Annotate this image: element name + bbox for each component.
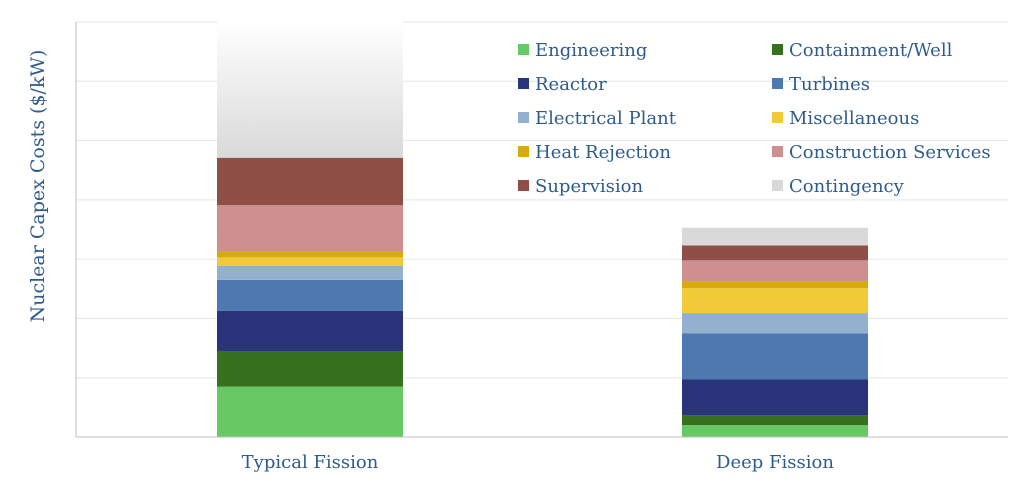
bar-segment <box>682 379 868 416</box>
y-axis-label: Nuclear Capex Costs ($/kW) <box>27 50 49 323</box>
legend-label: Electrical Plant <box>535 108 677 129</box>
bar-segment <box>217 257 403 266</box>
legend-swatch <box>518 44 529 55</box>
bar-segment <box>217 265 403 280</box>
legend-label: Containment/Well <box>789 40 953 61</box>
bar-segment <box>217 205 403 252</box>
x-tick-labels: Typical Fission Deep Fission <box>242 452 835 473</box>
bars <box>217 21 868 437</box>
legend-swatch <box>518 78 529 89</box>
legend-swatch <box>772 78 783 89</box>
bar-segment <box>682 415 868 426</box>
bar-segment <box>217 157 403 206</box>
legend-swatch <box>518 180 529 191</box>
bar-segment <box>682 333 868 380</box>
x-tick-label: Typical Fission <box>242 452 379 473</box>
legend-swatch <box>518 112 529 123</box>
legend-label: Supervision <box>535 176 643 197</box>
bar-segment <box>217 279 403 311</box>
legend: Engineering Containment/Well Reactor Turbin… <box>518 40 991 197</box>
bar-segment <box>682 260 868 282</box>
bar-segment <box>217 351 403 387</box>
bar-segment <box>682 281 868 289</box>
bar-segment <box>217 21 403 158</box>
bar-segment <box>682 313 868 334</box>
legend-swatch <box>772 44 783 55</box>
legend-label: Turbines <box>789 74 870 95</box>
bar-segment <box>217 310 403 352</box>
bar-segment <box>217 386 403 437</box>
legend-swatch <box>518 146 529 157</box>
legend-label: Contingency <box>789 176 905 197</box>
bar-segment <box>682 245 868 261</box>
legend-label: Heat Rejection <box>535 142 671 163</box>
legend-label: Construction Services <box>789 142 991 163</box>
bar-segment <box>682 288 868 314</box>
legend-label: Miscellaneous <box>789 108 919 129</box>
legend-swatch <box>772 112 783 123</box>
bar-segment <box>682 227 868 246</box>
legend-swatch <box>772 146 783 157</box>
bar-segment <box>682 425 868 437</box>
legend-swatch <box>772 180 783 191</box>
legend-label: Engineering <box>535 40 647 61</box>
legend-label: Reactor <box>535 74 607 95</box>
x-tick-label: Deep Fission <box>716 452 834 473</box>
bar-segment <box>217 251 403 258</box>
